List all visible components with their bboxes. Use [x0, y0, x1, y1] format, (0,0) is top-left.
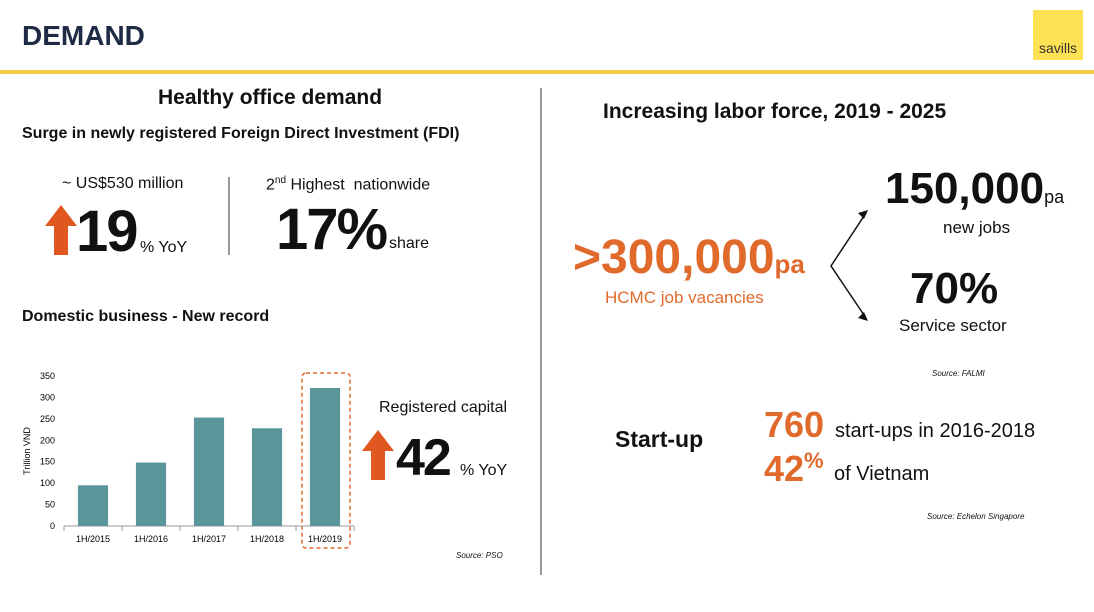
branch-arrows	[830, 212, 867, 319]
big-number: 42	[396, 429, 452, 487]
heading: Healthy office demand	[158, 86, 383, 109]
header-rule	[0, 70, 1094, 74]
subheading: Domestic business - New record	[22, 308, 270, 325]
value: 42	[764, 448, 805, 489]
y-tick-label: 250	[40, 414, 55, 424]
x-tick-label: 1H/2017	[192, 534, 226, 544]
label: Start-up	[615, 426, 704, 452]
caption: of Vietnam	[834, 463, 930, 485]
caption: Registered capital	[379, 399, 508, 416]
x-tick-label: 1H/2018	[250, 534, 284, 544]
caption: Service sector	[899, 316, 1007, 335]
highlight-box	[301, 372, 351, 549]
caption: 2nd Highest nationwide	[266, 176, 430, 193]
value: 150,000	[885, 164, 1045, 213]
x-tick-label: 1H/2016	[134, 534, 168, 544]
y-tick-label: 50	[45, 500, 55, 510]
unit: % YoY	[140, 239, 188, 256]
heading: Increasing labor force, 2019 - 2025	[603, 100, 947, 123]
unit: pa	[774, 249, 805, 279]
y-tick-label: 350	[40, 371, 55, 381]
bar	[77, 485, 109, 526]
caption: ~ US$530 million	[62, 175, 184, 192]
x-tick-label: 1H/2019	[308, 534, 342, 544]
bar	[193, 417, 225, 526]
big-number: 19	[76, 199, 138, 264]
big-number: 42%	[764, 450, 824, 487]
source: Source: Echelon Singapore	[927, 512, 1025, 521]
up-arrow	[362, 430, 394, 480]
arrowhead	[858, 312, 868, 321]
big-number: 760	[764, 404, 825, 445]
source: Source: FALMI	[932, 369, 985, 378]
unit: share	[389, 235, 430, 252]
bar	[309, 388, 341, 526]
logo-box	[1033, 10, 1083, 60]
y-tick-label: 150	[40, 457, 55, 467]
arrowhead	[858, 210, 868, 219]
x-tick-label: 1H/2015	[76, 534, 110, 544]
unit: %	[804, 448, 824, 473]
big-number: 150,000pa	[885, 167, 1064, 211]
big-number: >300,000pa	[573, 234, 805, 282]
big-number: 70%	[910, 264, 999, 313]
up-arrow	[45, 205, 77, 255]
y-tick-label: 200	[40, 435, 55, 445]
y-tick-label: 0	[50, 521, 55, 531]
source: Source: PSO	[456, 551, 503, 560]
value: >300,000	[573, 231, 775, 284]
subheading: Surge in newly registered Foreign Direct…	[22, 125, 460, 142]
unit: pa	[1044, 187, 1065, 207]
caption: HCMC job vacancies	[605, 288, 764, 307]
caption: new jobs	[943, 218, 1011, 237]
big-number: 17%	[276, 197, 388, 262]
logo: savills	[1039, 40, 1077, 56]
unit: % YoY	[460, 462, 508, 479]
caption: start-ups in 2016-2018	[835, 420, 1036, 442]
title: DEMAND	[22, 20, 145, 51]
bar	[251, 428, 283, 526]
rank: 2	[266, 176, 275, 194]
bar	[135, 462, 167, 526]
ordinal: nd	[274, 175, 287, 186]
y-tick-label: 300	[40, 392, 55, 402]
y-tick-label: 100	[40, 478, 55, 488]
caption-text: Highest nationwide	[286, 176, 431, 194]
y-axis-label: Trillion VND	[22, 427, 32, 475]
